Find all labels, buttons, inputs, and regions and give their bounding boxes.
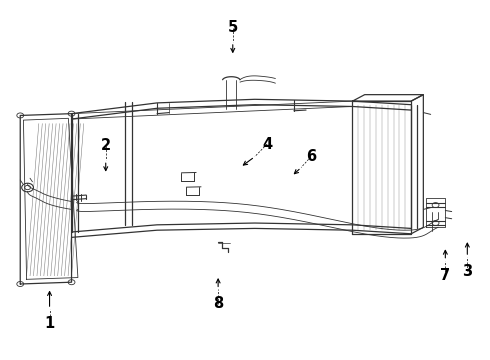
Text: 4: 4 [262,137,272,152]
Text: 8: 8 [213,296,223,311]
Text: 1: 1 [45,316,55,331]
Text: 3: 3 [462,264,472,279]
Text: 6: 6 [306,149,316,164]
Text: 5: 5 [228,20,238,35]
Text: 7: 7 [441,267,450,283]
Text: 2: 2 [100,139,111,153]
